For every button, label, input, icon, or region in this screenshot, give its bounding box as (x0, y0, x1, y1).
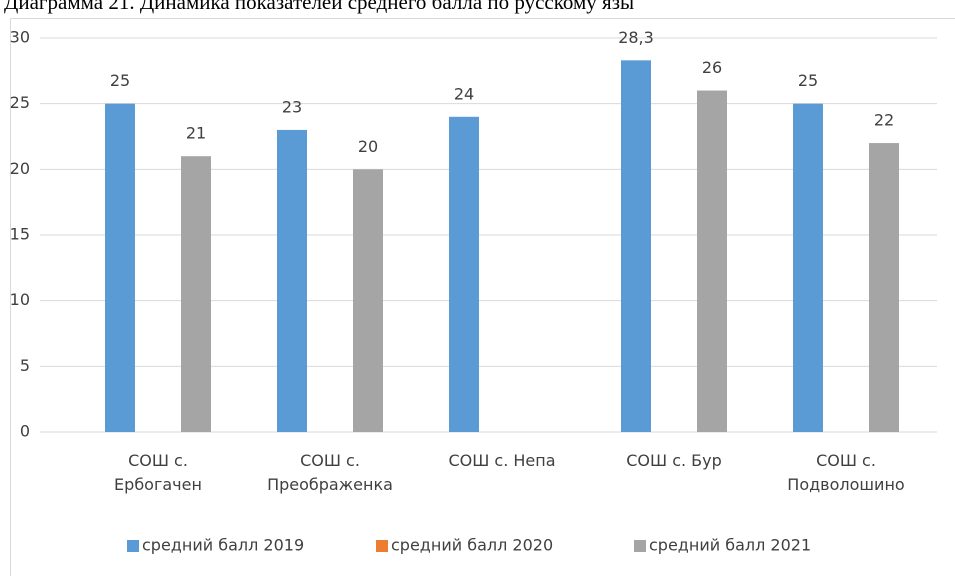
x-tick-label: СОШ с. Непа (448, 451, 556, 470)
legend-label: средний балл 2021 (649, 536, 811, 555)
data-label: 28,3 (618, 28, 654, 47)
bar (277, 129, 307, 432)
legend-swatch (634, 540, 646, 552)
bar (449, 116, 479, 433)
x-tick-label: СОШ с. Бур (626, 451, 722, 470)
y-tick-label: 0 (20, 422, 30, 441)
y-tick-label: 20 (10, 159, 30, 178)
chart-title: Диаграмма 21. Динамика показателей средн… (4, 0, 634, 14)
y-tick-label: 10 (10, 290, 30, 309)
legend-swatch (127, 540, 139, 552)
y-tick-label: 5 (20, 356, 30, 375)
y-tick-label: 15 (10, 225, 30, 244)
data-label: 23 (282, 97, 302, 116)
legend-swatch (376, 540, 388, 552)
legend-label: средний балл 2020 (391, 536, 553, 555)
bar (869, 143, 899, 433)
bar (621, 60, 651, 433)
bar (181, 156, 211, 432)
data-label: 20 (358, 137, 378, 156)
y-tick-label: 30 (10, 28, 30, 47)
bar (697, 90, 727, 433)
bar (105, 103, 135, 433)
data-label: 22 (874, 111, 894, 130)
bar (793, 103, 823, 433)
x-tick-label: СОШ с. Подволошино (787, 451, 905, 494)
data-label: 25 (798, 71, 818, 90)
chart-frame (10, 18, 955, 576)
data-label: 21 (186, 124, 206, 143)
legend-label: средний балл 2019 (142, 536, 304, 555)
data-label: 26 (702, 58, 722, 77)
x-tick-label: СОШ с. Преображенка (267, 451, 393, 494)
bar (353, 169, 383, 433)
data-label: 24 (454, 84, 474, 103)
x-tick-label: СОШ с. Ербогачен (114, 451, 202, 494)
data-label: 25 (110, 71, 130, 90)
y-tick-label: 25 (10, 93, 30, 112)
